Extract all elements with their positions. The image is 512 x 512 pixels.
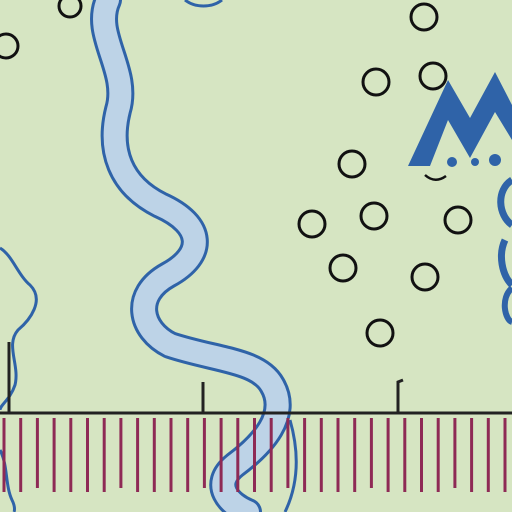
logo-hook	[497, 177, 512, 288]
circle-marker	[337, 149, 367, 179]
fence-line	[0, 342, 512, 492]
circle-marker	[443, 205, 473, 235]
river-branch-lower	[283, 419, 298, 512]
stream-line	[0, 246, 38, 411]
circle-marker	[410, 262, 440, 292]
circle-marker	[359, 201, 389, 231]
mountain-logo-m	[408, 72, 512, 166]
logo-dot	[471, 158, 479, 166]
circle-marker	[418, 61, 448, 91]
fence-post	[396, 378, 404, 413]
circle-marker	[361, 67, 391, 97]
river-branch	[184, 0, 223, 8]
logo-smile	[424, 174, 447, 181]
river-water	[93, 0, 289, 512]
circle-marker	[328, 253, 358, 283]
circle-marker	[365, 318, 395, 348]
stream-line-lower	[0, 449, 16, 512]
logo-curl	[501, 285, 512, 325]
fence-pickets	[2, 418, 507, 492]
circle-marker	[409, 2, 439, 32]
circle-markers	[0, 0, 473, 348]
circle-marker	[297, 209, 327, 239]
circle-marker	[57, 0, 83, 19]
river	[90, 0, 298, 512]
mountain-logo	[408, 72, 512, 325]
logo-dot	[489, 154, 501, 166]
circle-marker	[0, 32, 20, 60]
logo-dot	[447, 157, 457, 167]
